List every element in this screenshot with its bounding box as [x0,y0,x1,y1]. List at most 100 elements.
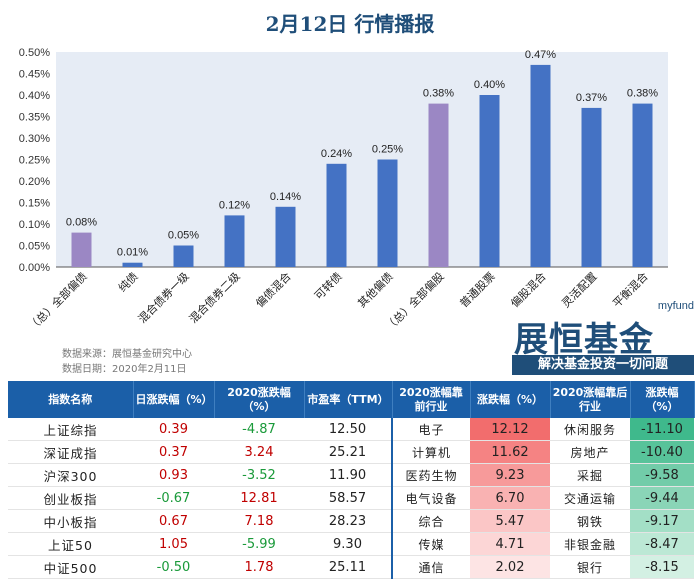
bar [326,163,347,267]
bar [173,245,194,267]
pe-ratio: 58.57 [304,486,392,510]
bar-chart: 0.00% 0.05% 0.10% 0.15% 0.20% 0.25% 0.30% 0.35%… [19,47,668,334]
table-row: 沪深300 0.93 -3.52 11.90 医药生物 9.23 采掘 -9.58 [8,463,694,487]
day-change: 0.37 [133,440,214,464]
top-industry-change: 9.23 [470,463,550,487]
ytd-change: -3.52 [214,463,304,487]
index-name: 沪深300 [8,463,133,487]
bar [428,103,449,267]
bottom-industry-change: -11.10 [630,418,694,441]
data-label: 0.24% [321,148,352,160]
data-label: 0.14% [270,191,301,203]
top-industry-change: 11.62 [470,440,550,464]
header-top-industry: 2020涨幅靠前行业 [392,381,471,418]
header-ytd-change: 2020涨跌幅（%） [214,381,305,418]
pe-ratio: 25.11 [304,555,392,579]
table-row: 深证成指 0.37 3.24 25.21 计算机 11.62 房地产 -10.40 [8,440,694,464]
plot-area [56,52,668,267]
bottom-industry: 非银金融 [550,532,630,556]
page-title: 2月12日 行情播报 [265,12,435,36]
table-row: 中证500 -0.50 1.78 25.11 通信 2.02 银行 -8.15 [8,555,694,579]
bottom-industry: 房地产 [550,440,630,464]
index-name: 上证50 [8,532,133,556]
bottom-industry-change: -9.58 [630,463,694,487]
y-tick-label: 0.20% [19,176,50,188]
y-tick-label: 0.10% [19,219,50,231]
top-industry-change: 2.02 [470,555,550,579]
y-tick-label: 0.30% [19,133,50,145]
y-tick-label: 0.00% [19,262,50,274]
table-row: 中小板指 0.67 7.18 28.23 综合 5.47 钢铁 -9.17 [8,509,694,533]
bottom-industry-change: -8.15 [630,555,694,579]
bottom-industry: 交通运输 [550,486,630,510]
day-change: 0.93 [133,463,214,487]
data-label: 0.47% [525,49,556,61]
bar [479,95,500,267]
header-day-change: 日涨跌幅（%） [133,381,215,418]
bar [377,159,398,267]
data-label: 0.08% [66,217,97,229]
day-change: 0.39 [133,418,214,441]
bar [122,262,143,267]
day-change: 1.05 [133,532,214,556]
bottom-industry: 钢铁 [550,509,630,533]
bar [581,107,602,268]
logo: myfund 展恒基金 解决基金投资一切问题 [510,300,698,378]
top-industry-change: 4.71 [470,532,550,556]
y-tick-label: 0.50% [19,47,50,59]
index-name: 上证综指 [8,418,133,441]
pe-ratio: 25.21 [304,440,392,464]
top-industry: 电气设备 [391,486,470,510]
header-bottom-industry: 2020涨幅靠后行业 [550,381,631,418]
data-label: 0.01% [117,247,148,259]
ytd-change: 7.18 [214,509,304,533]
y-tick-label: 0.45% [19,69,50,81]
header-top-change: 涨跌幅（%） [470,381,551,418]
index-name: 创业板指 [8,486,133,510]
ytd-change: 12.81 [214,486,304,510]
index-name: 中证500 [8,555,133,579]
top-industry: 综合 [391,509,470,533]
pe-ratio: 12.50 [304,418,392,441]
top-industry-change: 6.70 [470,486,550,510]
table-row: 上证50 1.05 -5.99 9.30 传媒 4.71 非银金融 -8.47 [8,532,694,556]
data-source: 数据来源：展恒基金研究中心 [62,349,192,360]
bottom-industry: 休闲服务 [550,418,630,441]
ytd-change: -5.99 [214,532,304,556]
bottom-industry-change: -10.40 [630,440,694,464]
top-industry-change: 5.47 [470,509,550,533]
day-change: -0.67 [133,486,214,510]
data-label: 0.37% [576,92,607,104]
top-industry: 医药生物 [391,463,470,487]
x-tick-label: 偏债混合 [253,269,294,310]
top-industry: 通信 [391,555,470,579]
bar [71,232,92,267]
top-industry: 电子 [391,418,470,441]
table-row: 上证综指 0.39 -4.87 12.50 电子 12.12 休闲服务 -11.10 [8,418,694,441]
x-tick-label: 普通股票 [457,269,498,310]
top-industry: 传媒 [391,532,470,556]
y-tick-label: 0.25% [19,155,50,167]
bottom-industry: 采掘 [550,463,630,487]
bottom-industry: 银行 [550,555,630,579]
bar [224,215,245,267]
x-tick-label: （总）全部偏债 [25,269,89,333]
pe-ratio: 11.90 [304,463,392,487]
top-industry-change: 12.12 [470,418,550,441]
logo-slogan: 解决基金投资一切问题 [512,355,694,375]
day-change: 0.67 [133,509,214,533]
ytd-change: 3.24 [214,440,304,464]
data-label: 0.25% [372,144,403,156]
y-tick-label: 0.15% [19,198,50,210]
pe-ratio: 9.30 [304,532,392,556]
bar [530,64,551,268]
header-name: 指数名称 [8,381,134,418]
index-name: 深证成指 [8,440,133,464]
data-date: 数据日期：2020年2月11日 [62,364,187,375]
header-pe: 市盈率（TTM） [304,381,393,418]
logo-en: myfund [657,300,694,312]
top-industry: 计算机 [391,440,470,464]
ytd-change: 1.78 [214,555,304,579]
bottom-industry-change: -8.47 [630,532,694,556]
table-row: 创业板指 -0.67 12.81 58.57 电气设备 6.70 交通运输 -9.44 [8,486,694,510]
